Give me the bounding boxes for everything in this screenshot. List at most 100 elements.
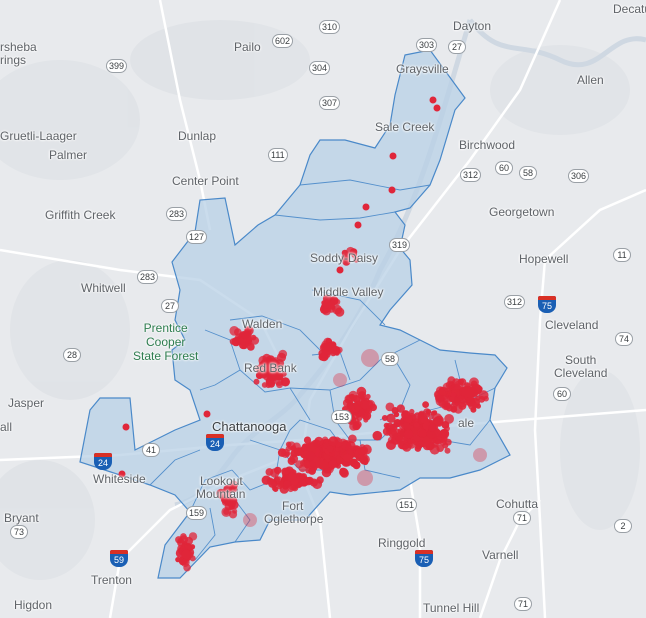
- incident-point[interactable]: [353, 256, 360, 263]
- incident-point[interactable]: [277, 448, 287, 457]
- incident-point[interactable]: [312, 479, 323, 490]
- incident-point[interactable]: [336, 457, 344, 465]
- incident-point[interactable]: [303, 460, 311, 468]
- incident-point[interactable]: [409, 408, 415, 415]
- incident-point[interactable]: [458, 378, 467, 386]
- incident-point[interactable]: [402, 444, 409, 450]
- incident-point[interactable]: [420, 415, 429, 424]
- incident-point[interactable]: [188, 532, 198, 541]
- incident-point[interactable]: [175, 557, 181, 563]
- incident-point[interactable]: [362, 203, 370, 211]
- incident-point[interactable]: [336, 346, 343, 354]
- incident-point[interactable]: [453, 404, 463, 414]
- incident-point[interactable]: [281, 467, 289, 476]
- incident-point[interactable]: [229, 480, 238, 490]
- incident-point[interactable]: [442, 442, 449, 449]
- incident-point[interactable]: [453, 396, 460, 403]
- incident-point[interactable]: [352, 422, 361, 431]
- incident-point[interactable]: [180, 558, 190, 567]
- incident-point[interactable]: [283, 480, 292, 488]
- incident-point[interactable]: [439, 429, 450, 439]
- incident-point[interactable]: [256, 372, 263, 380]
- incident-point[interactable]: [278, 349, 288, 359]
- incident-point[interactable]: [274, 466, 282, 475]
- incident-point[interactable]: [275, 372, 284, 381]
- incident-point[interactable]: [354, 221, 362, 229]
- incident-point[interactable]: [365, 393, 371, 400]
- incident-point[interactable]: [339, 467, 349, 477]
- incident-point[interactable]: [345, 441, 356, 451]
- incident-point[interactable]: [352, 461, 361, 470]
- incident-point[interactable]: [122, 423, 130, 431]
- incident-point[interactable]: [435, 438, 441, 444]
- incident-point[interactable]: [299, 473, 306, 480]
- incident-point[interactable]: [386, 413, 396, 423]
- incident-point[interactable]: [459, 388, 467, 396]
- incident-point[interactable]: [271, 485, 277, 491]
- incident-point[interactable]: [359, 456, 369, 465]
- incident-point[interactable]: [179, 535, 189, 544]
- incident-cluster-halo[interactable]: [333, 373, 347, 387]
- incident-point[interactable]: [295, 460, 304, 469]
- incident-point[interactable]: [305, 467, 312, 474]
- incident-point[interactable]: [326, 445, 334, 453]
- incident-point[interactable]: [404, 429, 414, 439]
- incident-point[interactable]: [389, 424, 398, 432]
- incident-point[interactable]: [305, 451, 316, 461]
- incident-point[interactable]: [346, 246, 355, 256]
- incident-point[interactable]: [334, 298, 341, 306]
- incident-point[interactable]: [432, 410, 438, 416]
- incident-point[interactable]: [389, 152, 397, 160]
- incident-point[interactable]: [358, 409, 365, 416]
- incident-point[interactable]: [343, 453, 351, 462]
- incident-point[interactable]: [274, 476, 283, 485]
- incident-point[interactable]: [444, 447, 451, 454]
- incident-point[interactable]: [353, 400, 364, 411]
- incident-point[interactable]: [258, 361, 267, 370]
- incident-point[interactable]: [287, 457, 296, 465]
- incident-point[interactable]: [356, 386, 367, 397]
- incident-point[interactable]: [336, 266, 344, 274]
- incident-point[interactable]: [344, 394, 355, 405]
- incident-point[interactable]: [418, 429, 427, 438]
- incident-point[interactable]: [241, 330, 250, 340]
- incident-point[interactable]: [429, 96, 437, 104]
- incident-point[interactable]: [383, 422, 390, 429]
- incident-point[interactable]: [360, 446, 369, 455]
- incident-point[interactable]: [425, 409, 432, 415]
- incident-point[interactable]: [472, 383, 482, 394]
- incident-point[interactable]: [395, 436, 402, 442]
- incident-point[interactable]: [419, 441, 425, 448]
- incident-point[interactable]: [422, 441, 432, 451]
- incident-point[interactable]: [305, 477, 313, 484]
- incident-point[interactable]: [328, 436, 339, 447]
- incident-point[interactable]: [265, 358, 272, 365]
- incident-point[interactable]: [223, 508, 230, 515]
- incident-cluster-halo[interactable]: [361, 349, 379, 367]
- incident-point[interactable]: [422, 401, 429, 408]
- incident-point[interactable]: [348, 434, 357, 444]
- incident-point[interactable]: [322, 299, 331, 309]
- incident-point[interactable]: [434, 418, 441, 425]
- incident-point[interactable]: [203, 410, 211, 418]
- incident-cluster-halo[interactable]: [357, 470, 373, 486]
- incident-point[interactable]: [312, 439, 321, 448]
- incident-point[interactable]: [232, 508, 238, 514]
- incident-point[interactable]: [413, 435, 421, 442]
- incident-cluster-halo[interactable]: [461, 386, 479, 404]
- incident-point[interactable]: [385, 402, 395, 412]
- incident-point[interactable]: [450, 392, 456, 398]
- incident-point[interactable]: [264, 364, 274, 374]
- incident-point[interactable]: [181, 549, 191, 560]
- incident-point[interactable]: [413, 422, 420, 428]
- incident-point[interactable]: [330, 347, 337, 354]
- incident-point[interactable]: [372, 430, 383, 441]
- incident-point[interactable]: [334, 307, 345, 317]
- incident-point[interactable]: [287, 473, 297, 482]
- incident-point[interactable]: [341, 254, 349, 262]
- incident-point[interactable]: [218, 489, 228, 500]
- incident-point[interactable]: [403, 422, 410, 429]
- incident-point[interactable]: [388, 186, 396, 194]
- incident-point[interactable]: [282, 474, 290, 481]
- incident-point[interactable]: [381, 415, 388, 421]
